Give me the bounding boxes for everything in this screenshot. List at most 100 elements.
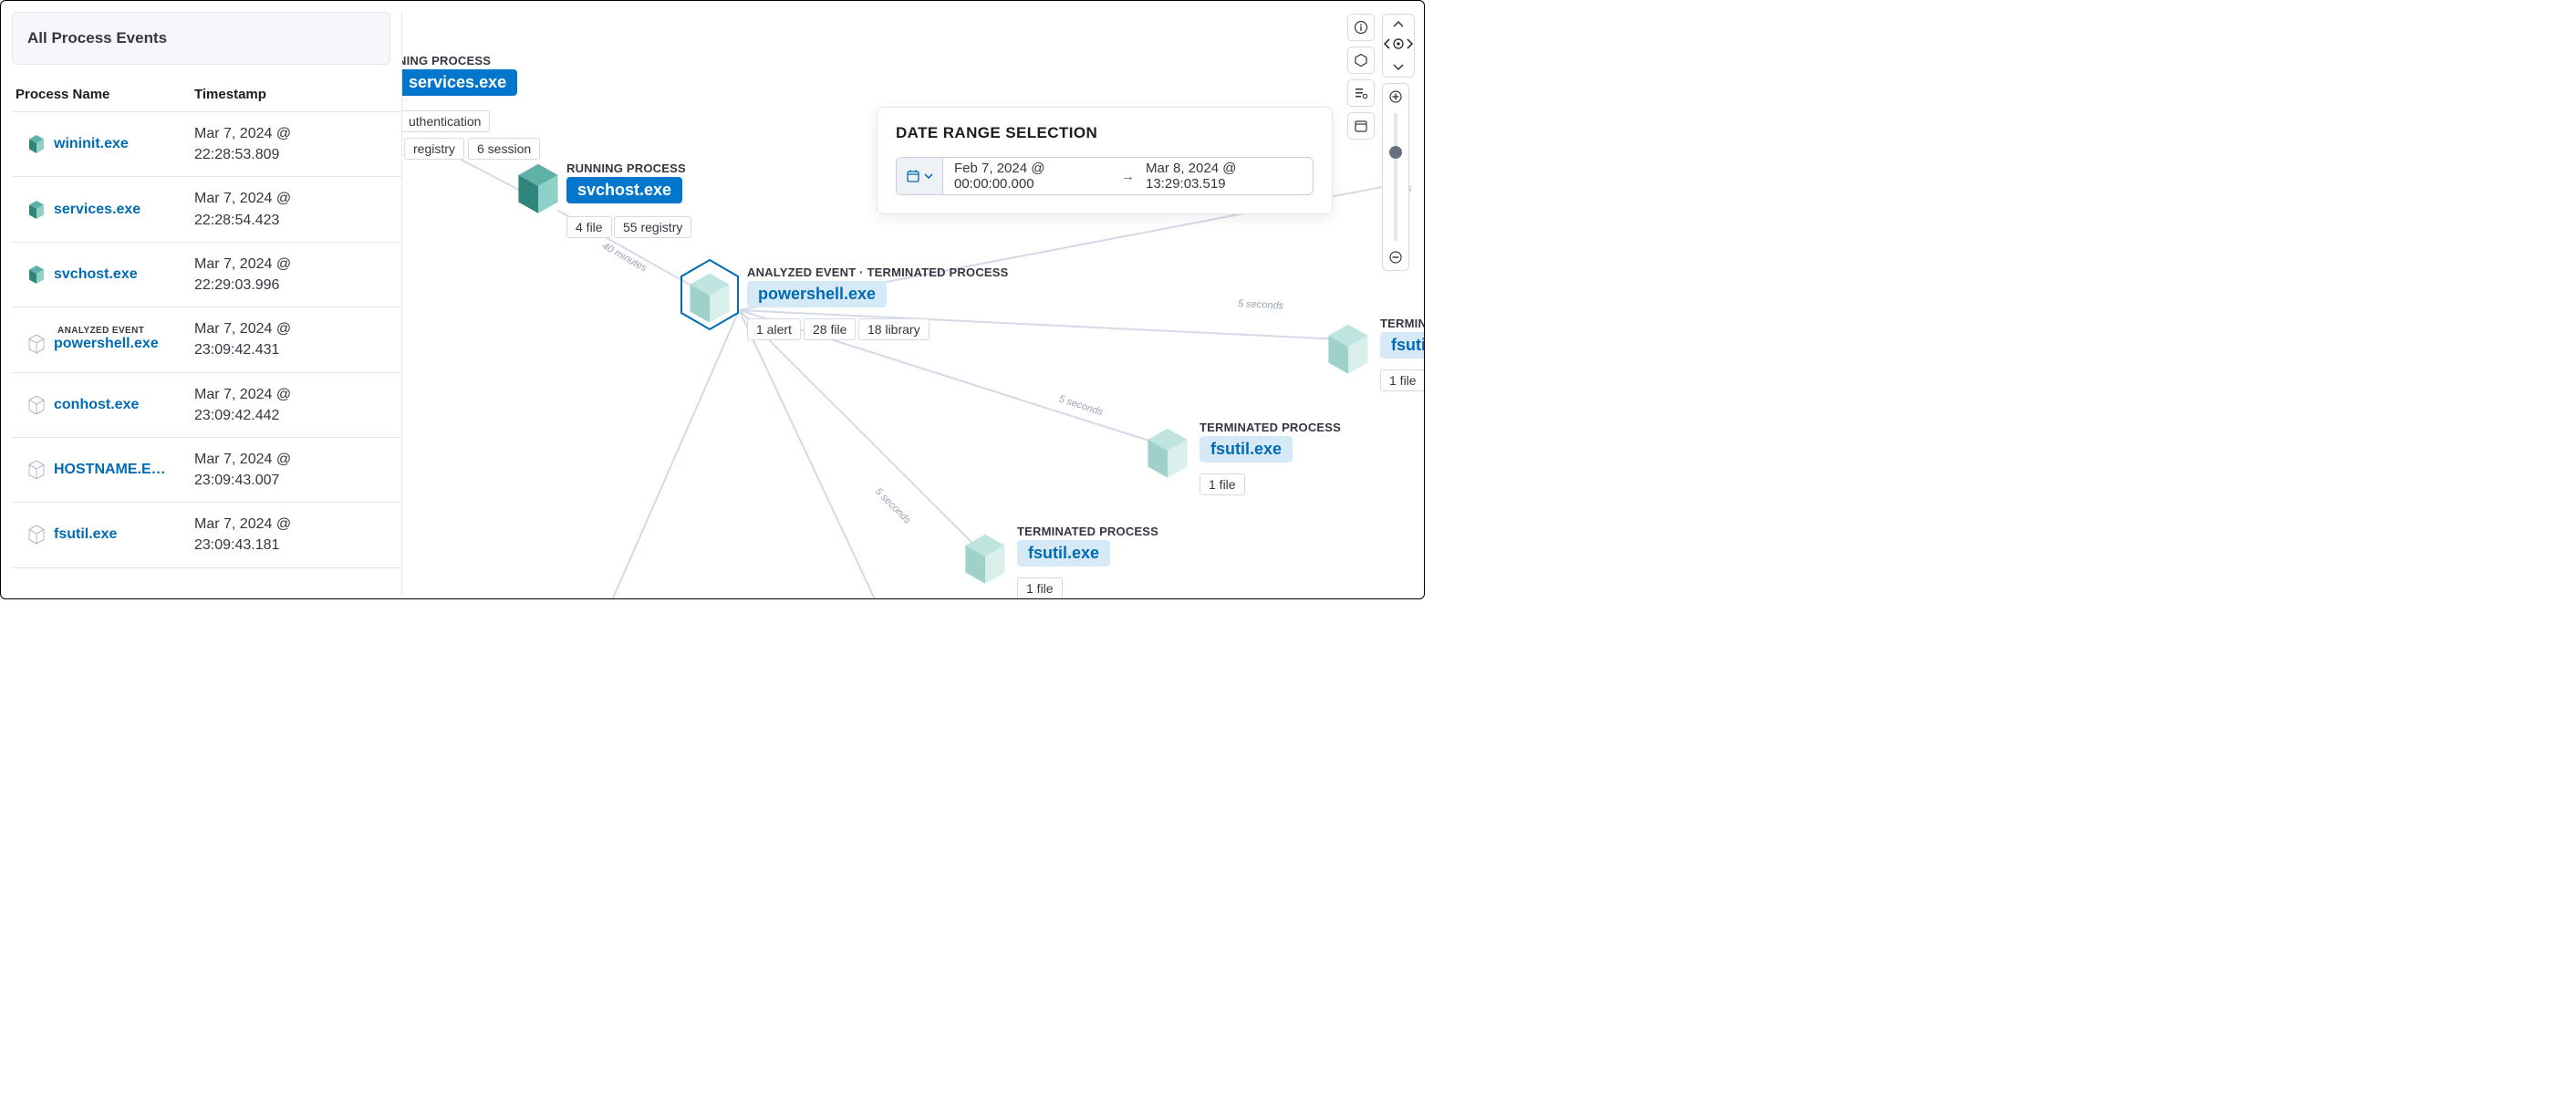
- cube-icon: [26, 395, 47, 415]
- process-name-cell[interactable]: svchost.exe: [12, 265, 194, 285]
- date-start: Feb 7, 2024 @ 00:00:00.000: [954, 161, 1110, 192]
- graph-toolbar: [1347, 14, 1415, 271]
- cube-icon: [26, 334, 47, 354]
- pan-right-button[interactable]: [1406, 37, 1413, 54]
- node-status: TERMINATED PROCESS: [1200, 421, 1341, 434]
- table-row[interactable]: services.exe Mar 7, 2024 @22:28:54.423: [12, 177, 401, 242]
- table-row[interactable]: conhost.exe Mar 7, 2024 @23:09:42.442: [12, 373, 401, 438]
- pan-left-button[interactable]: [1384, 37, 1391, 54]
- date-range-panel: DATE RANGE SELECTION Feb 7, 2024 @ 00:00…: [877, 107, 1333, 214]
- cube-icon: [26, 134, 47, 154]
- col-header-timestamp: Timestamp: [194, 87, 401, 102]
- zoom-out-button[interactable]: [1387, 248, 1405, 266]
- timestamp-cell: Mar 7, 2024 @23:09:42.442: [194, 384, 401, 426]
- info-button[interactable]: [1347, 14, 1375, 41]
- zoom-in-button[interactable]: [1387, 88, 1405, 106]
- node-badge[interactable]: registry: [404, 138, 464, 160]
- pan-up-button[interactable]: [1383, 15, 1414, 35]
- process-name-cell[interactable]: HOSTNAME.E…: [12, 460, 194, 480]
- process-name: powershell.exe: [54, 336, 159, 352]
- zoom-track[interactable]: [1394, 113, 1397, 241]
- center-button[interactable]: [1391, 36, 1406, 56]
- process-table: Process Name Timestamp wininit.exe Mar 7,…: [12, 76, 401, 596]
- col-header-name: Process Name: [12, 87, 194, 102]
- date-range-text[interactable]: Feb 7, 2024 @ 00:00:00.000 → Mar 8, 2024…: [943, 161, 1313, 192]
- node-cube-icon[interactable]: [1143, 426, 1192, 475]
- node-powershell[interactable]: ANALYZED EVENT · TERMINATED PROCESSpower…: [747, 265, 1009, 307]
- hex-button[interactable]: [1347, 47, 1375, 74]
- node-badge[interactable]: 18 library: [858, 318, 930, 340]
- node-name[interactable]: fsutil.exe: [1017, 540, 1110, 567]
- node-badge[interactable]: 28 file: [804, 318, 856, 340]
- node-badge[interactable]: 4 file: [566, 216, 612, 238]
- date-button[interactable]: [1347, 112, 1375, 140]
- zoom-slider[interactable]: [1382, 83, 1409, 271]
- timestamp-cell: Mar 7, 2024 @22:29:03.996: [194, 254, 401, 296]
- date-end: Mar 8, 2024 @ 13:29:03.519: [1146, 161, 1302, 192]
- node-badge[interactable]: 1 alert: [747, 318, 801, 340]
- process-tree[interactable]: NING PROCESSservices.exe uthentication reg…: [402, 1, 1424, 598]
- node-services[interactable]: NING PROCESSservices.exe: [402, 54, 517, 96]
- cube-icon: [26, 200, 47, 220]
- date-range-picker[interactable]: Feb 7, 2024 @ 00:00:00.000 → Mar 8, 2024…: [896, 157, 1314, 195]
- process-name-cell[interactable]: conhost.exe: [12, 395, 194, 415]
- node-name[interactable]: powershell.exe: [747, 281, 887, 307]
- node-name[interactable]: svchost.exe: [566, 177, 682, 203]
- timestamp-cell: Mar 7, 2024 @22:28:53.809: [194, 123, 401, 165]
- analyzed-hex-outline: [678, 258, 742, 331]
- gear-list-button[interactable]: [1347, 79, 1375, 107]
- table-row[interactable]: HOSTNAME.E… Mar 7, 2024 @23:09:43.007: [12, 438, 401, 503]
- process-name: conhost.exe: [54, 397, 139, 413]
- edge-label: 5 seconds: [1238, 298, 1284, 312]
- node-badge[interactable]: 1 file: [1200, 473, 1245, 495]
- node-badge[interactable]: 1 file: [1380, 369, 1424, 391]
- zoom-thumb[interactable]: [1389, 146, 1402, 159]
- node-fsutil1[interactable]: TERMINAfsuti: [1380, 317, 1424, 359]
- node-cube-icon[interactable]: [961, 532, 1010, 581]
- calendar-button[interactable]: [897, 158, 943, 194]
- process-name: HOSTNAME.E…: [54, 462, 166, 478]
- table-row[interactable]: fsutil.exeMar 7, 2024 @23:09:43.181: [12, 503, 401, 567]
- table-row[interactable]: svchost.exe Mar 7, 2024 @22:29:03.996: [12, 243, 401, 307]
- timestamp-cell: Mar 7, 2024 @23:09:43.007: [194, 449, 401, 491]
- sidebar-title: All Process Events: [12, 12, 390, 65]
- table-header: Process Name Timestamp: [12, 76, 401, 112]
- node-badge[interactable]: uthentication: [402, 110, 490, 132]
- node-badge[interactable]: 6 session: [468, 138, 540, 160]
- process-name-cell[interactable]: fsutil.exe: [12, 525, 194, 545]
- process-events-sidebar: All Process Events Process Name Timestam…: [12, 12, 402, 596]
- date-range-title: DATE RANGE SELECTION: [896, 124, 1314, 142]
- node-status: TERMINATED PROCESS: [1017, 525, 1158, 538]
- edge-label: 5 seconds: [873, 486, 913, 526]
- edge-label: 40 minutes: [600, 241, 649, 275]
- table-row[interactable]: wininit.exe Mar 7, 2024 @22:28:53.809: [12, 112, 401, 177]
- node-name[interactable]: fsutil.exe: [1200, 436, 1293, 463]
- node-badge[interactable]: 55 registry: [614, 216, 691, 238]
- process-name: services.exe: [54, 202, 140, 218]
- node-status: NING PROCESS: [402, 54, 517, 68]
- node-cube-icon[interactable]: [1324, 322, 1373, 371]
- pan-down-button[interactable]: [1383, 57, 1414, 77]
- node-name[interactable]: services.exe: [402, 69, 517, 96]
- node-fsutil2[interactable]: TERMINATED PROCESS fsutil.exe: [1200, 421, 1341, 463]
- process-name-cell[interactable]: services.exe: [12, 200, 194, 220]
- table-row[interactable]: ANALYZED EVENT powershell.exeMar 7, 2024…: [12, 307, 401, 372]
- timestamp-cell: Mar 7, 2024 @22:28:54.423: [194, 188, 401, 230]
- arrow-right-icon: →: [1121, 169, 1135, 184]
- process-name: wininit.exe: [54, 136, 129, 152]
- process-name-cell[interactable]: wininit.exe: [12, 134, 194, 154]
- chevron-down-icon: [924, 173, 933, 179]
- node-fsutil3[interactable]: TERMINATED PROCESS fsutil.exe: [1017, 525, 1158, 567]
- node-status: RUNNING PROCESS: [566, 161, 686, 175]
- node-cube-icon[interactable]: [514, 161, 563, 211]
- calendar-icon: [906, 169, 920, 183]
- process-name: svchost.exe: [54, 266, 138, 283]
- process-name-cell[interactable]: ANALYZED EVENT powershell.exe: [12, 326, 194, 354]
- node-name[interactable]: fsuti: [1380, 332, 1424, 359]
- node-svchost[interactable]: RUNNING PROCESS svchost.exe: [566, 161, 686, 203]
- timestamp-cell: Mar 7, 2024 @23:09:42.431: [194, 318, 401, 360]
- edge-label: 5 seconds: [1057, 393, 1104, 418]
- process-name: fsutil.exe: [54, 526, 117, 543]
- cube-icon: [26, 460, 47, 480]
- node-badge[interactable]: 1 file: [1017, 577, 1063, 598]
